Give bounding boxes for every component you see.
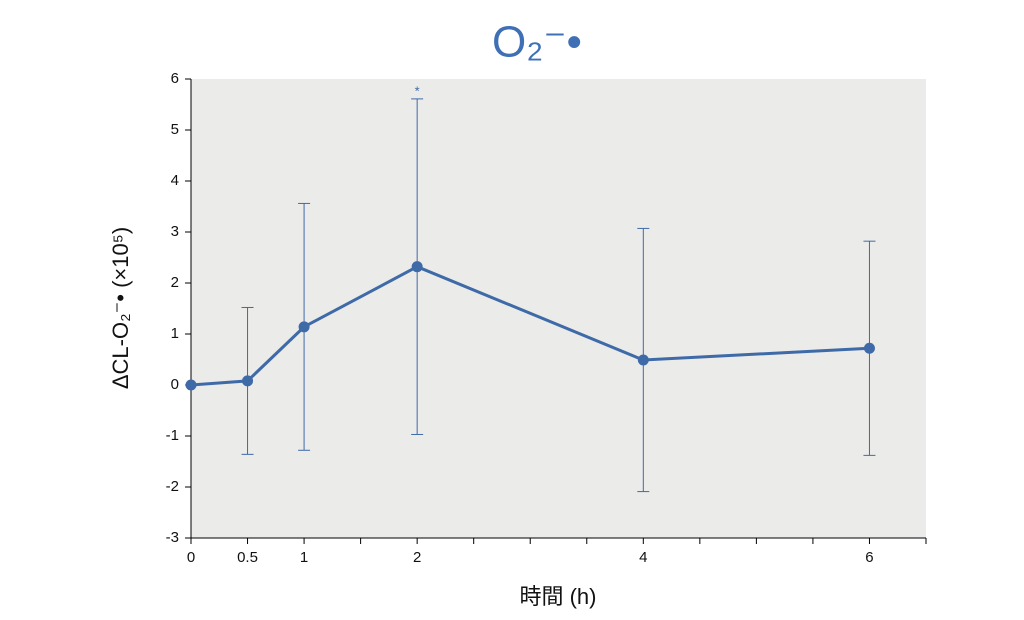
x-tick-label: 0.5 (237, 549, 258, 566)
chart-title: O₂⁻• (492, 18, 582, 67)
point (637, 354, 649, 366)
y-tick-label: -3 (166, 529, 179, 546)
x-tick-label: 4 (639, 549, 647, 566)
point (242, 375, 254, 387)
x-tick-label: 0 (187, 549, 195, 566)
x-tick-label: 2 (413, 549, 421, 566)
y-tick-label: 3 (171, 223, 179, 240)
x-axis-label: 時間 (h) (519, 584, 596, 609)
y-axis-label: ΔCL-O₂⁻• (×10⁵) (108, 227, 133, 389)
y-tick-label: -1 (166, 427, 179, 444)
point (185, 379, 197, 391)
y-tick-label: 0 (171, 376, 179, 393)
point (411, 261, 423, 273)
point (863, 342, 875, 354)
x-tick-label: 6 (865, 549, 873, 566)
y-tick-label: 2 (171, 274, 179, 291)
y-tick-label: 5 (171, 121, 179, 138)
x-tick-label: 1 (300, 549, 308, 566)
point (298, 321, 310, 333)
y-tick-label: 1 (171, 325, 179, 342)
y-tick-label: -2 (166, 478, 179, 495)
y-tick-label: 4 (171, 172, 179, 189)
annotation: * (415, 83, 420, 98)
y-tick-label: 6 (171, 70, 179, 87)
line (190, 265, 870, 387)
plot-background (191, 79, 926, 538)
